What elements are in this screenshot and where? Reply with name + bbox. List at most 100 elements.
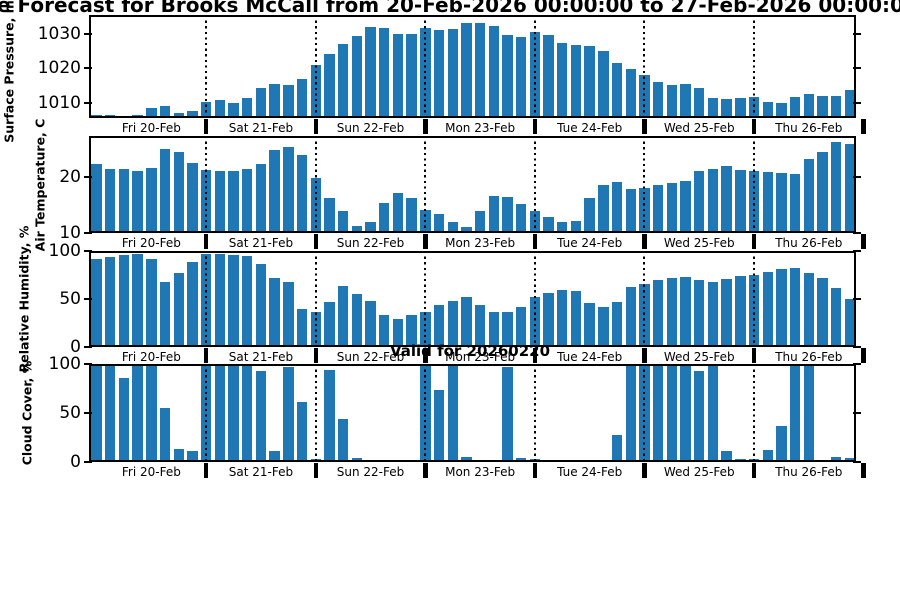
day-separator-tick [751,234,757,249]
y-tick-mark [84,67,92,70]
bar [91,364,102,462]
bar [666,364,678,462]
x-day-label: Sat 21-Feb [228,465,294,479]
bar [762,450,773,462]
x-day-label: Wed 25-Feb [663,121,735,135]
bar [844,299,856,347]
day-separator-tick [203,463,209,478]
bar [776,173,787,233]
bar [680,364,691,462]
day-boundary-line [753,364,756,462]
bar [105,364,116,462]
bar [214,100,226,118]
bar [598,51,609,118]
y-tick-mark [84,175,92,178]
x-day-label: Mon 23-Feb [445,121,516,135]
day-separator-tick [423,234,428,249]
y-tick-mark [853,32,861,35]
y-tick-mark [853,298,861,300]
bar [324,197,335,233]
day-separator-tick [313,463,319,478]
bar [680,276,691,347]
bar [132,253,143,347]
bar [146,168,157,233]
x-day-label: Thu 26-Feb [775,465,843,479]
x-day-label: Wed 25-Feb [663,465,735,479]
bar [474,23,486,118]
day-separator-tick [313,119,319,134]
day-separator-tick [861,463,866,478]
bar [173,273,184,347]
x-day-label: Thu 26-Feb [775,236,843,250]
bar [283,281,294,347]
y-tick-mark [853,250,861,252]
y-tick-mark [84,101,92,104]
x-day-label: Sun 22-Feb [336,465,405,479]
y-tick-mark [84,346,92,348]
bar [132,171,143,233]
y-tick-mark [853,101,861,104]
bar [652,279,664,347]
bar [324,301,335,347]
bar [228,170,239,233]
y-tick-mark [853,363,861,365]
bar [433,389,445,462]
day-boundary-line [314,136,317,233]
bar [146,107,157,118]
x-day-label: Tue 24-Feb [557,465,623,479]
bar [461,457,472,462]
day-separator-tick [313,234,319,249]
bar [228,364,239,462]
bar [666,182,678,233]
bar [351,294,363,347]
x-day-label: Fri 20-Feb [121,236,181,250]
pressure-chart [89,15,856,118]
bar [187,111,198,118]
bar [242,255,253,347]
day-boundary-line [643,251,646,347]
bar [789,268,801,347]
bar [817,96,828,118]
bar [488,25,499,118]
bar [173,112,184,118]
bar [365,222,376,233]
day-boundary-line [533,136,536,233]
x-day-label: Mon 23-Feb [445,465,516,479]
bar [598,184,609,233]
bar [543,34,554,118]
bar [159,408,171,462]
bar [625,364,636,462]
x-day-label: Fri 20-Feb [121,121,181,135]
x-day-label: Thu 26-Feb [775,350,843,364]
x-day-label: Sat 21-Feb [228,236,294,250]
y-tick-label: 50 [59,289,81,309]
bar [118,377,130,462]
bar [255,87,267,118]
bar [735,276,746,347]
bar [570,220,582,233]
bar [625,286,636,347]
bar [392,319,404,347]
bar [721,451,732,462]
day-boundary-line [643,136,646,233]
bar [255,163,267,233]
bar [214,253,226,347]
bar [803,159,814,233]
bar [118,116,130,118]
bar [242,169,253,233]
day-separator-tick [532,119,538,134]
bar [762,272,773,347]
y-tick-label: 1020 [37,58,81,79]
bar [269,451,280,462]
bar [118,254,130,347]
bar [707,169,719,233]
bar [447,364,458,462]
bar [762,171,773,233]
bar [515,37,527,118]
bar [337,285,349,347]
bar [803,273,814,347]
air-temperature-chart [89,136,856,233]
y-tick-mark [84,32,92,35]
bar [365,300,376,347]
bar [776,102,787,118]
